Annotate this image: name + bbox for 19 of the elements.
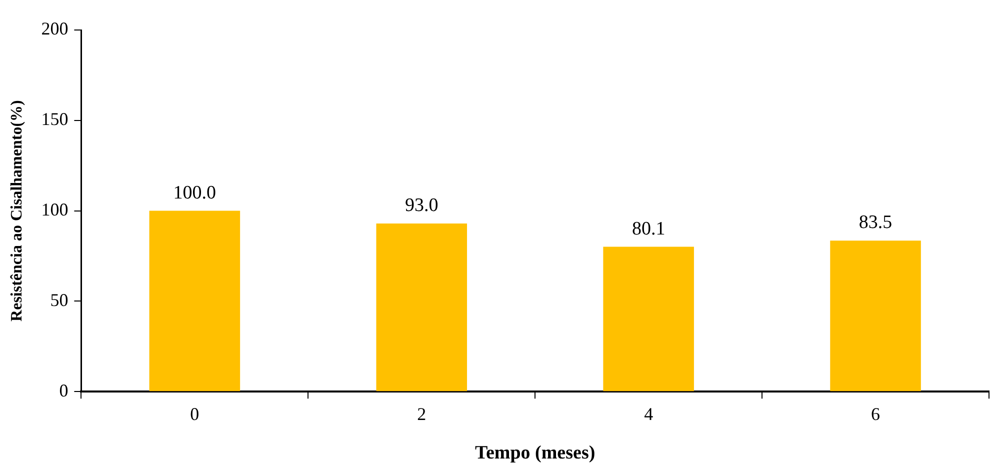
- bar: [149, 210, 240, 392]
- x-tick-label: 0: [190, 404, 200, 424]
- x-tick-label: 6: [871, 404, 880, 424]
- bar: [376, 223, 468, 392]
- text: 93.0: [405, 194, 438, 216]
- text: 83.5: [858, 212, 892, 234]
- y-tick-label: 0: [59, 380, 68, 400]
- y-axis-title: Resistência ao Cisalhamento(%): [8, 100, 26, 322]
- y-tick-label: 150: [41, 109, 68, 130]
- bar: [830, 240, 921, 392]
- bar: [603, 246, 694, 392]
- y-tick-label: 100: [41, 200, 68, 220]
- x-tick-label: 4: [644, 404, 654, 424]
- x-axis-title: Tempo (meses): [475, 442, 596, 464]
- text: 100.0: [173, 182, 216, 204]
- y-tick-label: 50: [50, 290, 68, 310]
- x-tick-label: 2: [417, 404, 426, 424]
- y-tick-label: 200: [41, 18, 68, 39]
- text: 80.1: [632, 218, 666, 240]
